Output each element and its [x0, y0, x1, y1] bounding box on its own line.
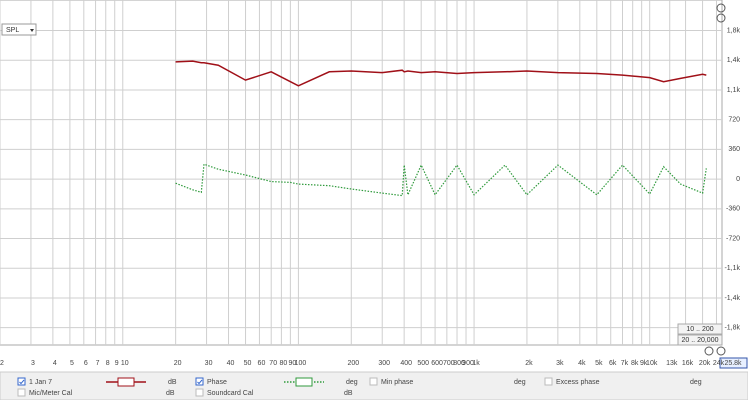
legend-unit: dB	[166, 390, 175, 397]
zoom-out-x[interactable]	[704, 346, 714, 356]
x-tick-label: 13k	[666, 360, 678, 367]
x-tick-label: 40	[227, 360, 235, 367]
y-tick-label: 1,8k	[727, 27, 741, 34]
legend-swatch-box	[117, 377, 135, 387]
series-line	[175, 163, 707, 198]
checkbox	[195, 388, 204, 397]
x-tick-label: 16k	[682, 360, 694, 367]
checkmark	[197, 379, 203, 385]
legend-unit: dB	[344, 390, 353, 397]
legend-label: 1 Jan 7	[29, 379, 52, 386]
x-tick-label: 1k	[472, 360, 480, 367]
x-tick-label: 600	[431, 360, 443, 367]
zoom-out[interactable]	[716, 13, 726, 23]
x-tick-label: 70	[269, 360, 277, 367]
legend-label: Excess phase	[556, 379, 600, 386]
legend-label: Min phase	[381, 379, 413, 386]
legend-unit: deg	[346, 379, 358, 386]
dropdown-arrow	[30, 29, 34, 32]
x-limit-label: 25.8k	[724, 360, 742, 367]
y-tick-label: -720	[726, 235, 740, 242]
x-tick-label: 2	[0, 360, 4, 367]
x-tick-label: 3k	[556, 360, 564, 367]
x-tick-label: 700	[443, 360, 455, 367]
y-tick-label: -1,1k	[724, 265, 740, 272]
x-tick-label: 800	[453, 360, 465, 367]
x-tick-label: 80	[279, 360, 287, 367]
x-tick-label: 3	[31, 360, 35, 367]
legend-unit: dB	[168, 379, 177, 386]
x-tick-label: 100	[295, 360, 307, 367]
x-tick-label: 5	[70, 360, 74, 367]
x-tick-label: 8	[106, 360, 110, 367]
plot-area	[0, 0, 723, 346]
series-line	[175, 60, 707, 87]
x-tick-label: 30	[205, 360, 213, 367]
legend-label: Phase	[207, 379, 227, 386]
range-button[interactable]	[677, 323, 723, 335]
selector-label: SPL	[6, 27, 19, 34]
x-tick-label: 20k	[699, 360, 711, 367]
x-tick-label: 500	[417, 360, 429, 367]
x-tick-label: 5k	[595, 360, 603, 367]
x-tick-label: 900	[462, 360, 474, 367]
zoom-in[interactable]	[716, 3, 726, 13]
x-tick-label: 10	[121, 360, 129, 367]
x-tick-label: 9k	[640, 360, 648, 367]
x-tick-label: 6	[84, 360, 88, 367]
spl-selector[interactable]	[1, 23, 37, 36]
x-tick-label: 7k	[621, 360, 629, 367]
y-tick-label: -360	[726, 206, 740, 213]
x-tick-label: 24k	[713, 360, 725, 367]
x-tick-label: 4k	[578, 360, 586, 367]
range-button[interactable]	[677, 334, 723, 346]
y-tick-label: 720	[728, 117, 740, 124]
y-tick-label: 1,1k	[727, 87, 741, 94]
x-tick-label: 400	[400, 360, 412, 367]
legend-bar	[0, 371, 748, 400]
x-tick-label: 8k	[631, 360, 639, 367]
x-tick-label: 20	[174, 360, 182, 367]
y-tick-label: 0	[736, 176, 740, 183]
legend-label: Mic/Meter Cal	[29, 390, 73, 397]
x-tick-label: 200	[347, 360, 359, 367]
x-tick-label: 90	[288, 360, 296, 367]
y-tick-label: -1,4k	[724, 295, 740, 302]
y-tick-label: 360	[728, 146, 740, 153]
legend-label: Soundcard Cal	[207, 390, 254, 397]
range-button-label: 20 .. 20,000	[682, 337, 719, 344]
legend-unit: deg	[690, 379, 702, 386]
checkmark	[19, 379, 25, 385]
x-tick-label: 2k	[525, 360, 533, 367]
legend-swatch-box	[295, 377, 313, 387]
checkbox	[544, 377, 553, 386]
y-tick-label: -1,8k	[724, 325, 740, 332]
zoom-in-x[interactable]	[716, 346, 726, 356]
x-tick-label: 300	[378, 360, 390, 367]
checkbox	[17, 388, 26, 397]
range-button-label: 10 .. 200	[686, 326, 713, 333]
x-tick-label: 4	[53, 360, 57, 367]
x-tick-label: 50	[244, 360, 252, 367]
x-tick-label: 10k	[646, 360, 658, 367]
x-tick-label: 6k	[609, 360, 617, 367]
checkbox	[195, 377, 204, 386]
x-tick-label: 60	[258, 360, 266, 367]
legend-unit: deg	[514, 379, 526, 386]
checkbox	[369, 377, 378, 386]
y-tick-label: 1,4k	[727, 57, 741, 64]
x-tick-label: 9	[115, 360, 119, 367]
checkbox	[17, 377, 26, 386]
x-limit-box[interactable]	[719, 357, 748, 369]
x-tick-label: 7	[96, 360, 100, 367]
